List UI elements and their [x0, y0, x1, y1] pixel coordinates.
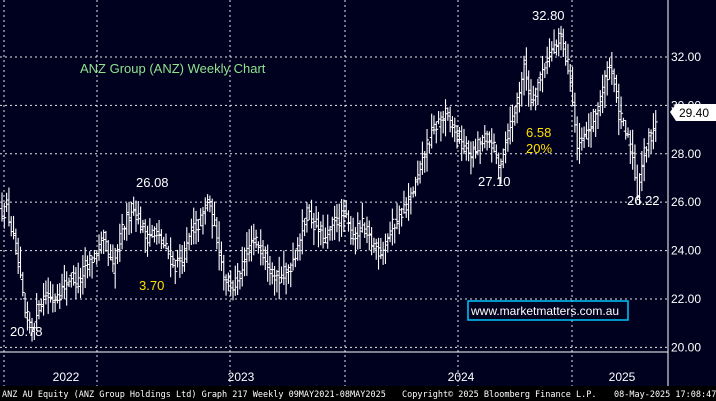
annotation-label: 26.08 — [136, 175, 169, 190]
annotation-label: 20% — [526, 141, 552, 156]
x-tick-label: 2022 — [53, 370, 80, 384]
y-tick-label: 22.00 — [671, 292, 701, 306]
footer-copyright: Copyright© 2025 Bloomberg Finance L.P. — [402, 390, 596, 400]
x-tick-label: 2024 — [448, 370, 475, 384]
gridlines — [0, 0, 668, 386]
watermark-text: www.marketmatters.com.au — [470, 304, 619, 318]
last-price-box — [670, 104, 716, 121]
y-tick-label: 28.00 — [671, 147, 701, 161]
footer-background — [0, 386, 716, 401]
annotation-label: 32.80 — [532, 8, 565, 23]
watermark-box: www.marketmatters.com.au — [467, 300, 629, 321]
x-tick-label: 2023 — [228, 370, 255, 384]
last-price-label: 29.40 — [679, 106, 709, 120]
last-price-marker: 29.40 — [670, 104, 716, 121]
x-tick-label: 2025 — [609, 370, 636, 384]
annotation-label: 27.10 — [478, 174, 511, 189]
chart-title: ANZ Group (ANZ) Weekly Chart — [80, 61, 266, 76]
annotation-label: 20.78 — [10, 324, 43, 339]
y-tick-label: 20.00 — [671, 340, 701, 354]
y-tick-label: 24.00 — [671, 244, 701, 258]
price-bars — [0, 25, 658, 342]
y-tick-label: 32.00 — [671, 50, 701, 64]
annotation-label: 26.22 — [627, 193, 660, 208]
y-tick-label: 26.00 — [671, 195, 701, 209]
footer-timestamp: 08-May-2025 17:08:47 — [614, 390, 716, 400]
watermark-border — [467, 300, 629, 321]
annotation-label: 6.58 — [526, 125, 551, 140]
footer-source: ANZ AU Equity (ANZ Group Holdings Ltd) G… — [2, 390, 386, 400]
annotation-label: 3.70 — [139, 278, 164, 293]
